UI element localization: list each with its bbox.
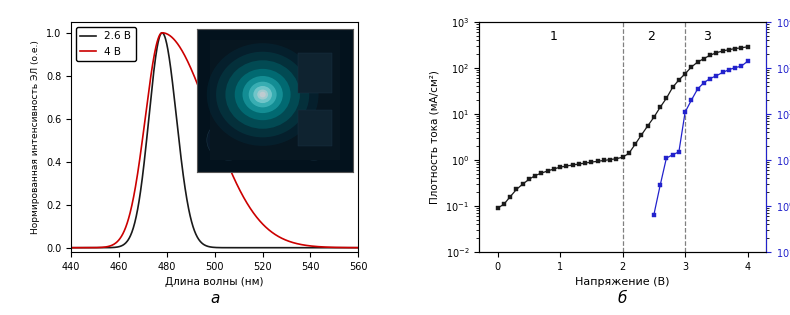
2.6 В (354, 246, 363, 249)
Text: 2: 2 (647, 30, 655, 43)
Text: 1: 1 (550, 30, 558, 43)
4 В (314, 245, 324, 249)
4 В (354, 246, 363, 249)
Text: 3: 3 (703, 30, 711, 43)
2.6 В (66, 246, 76, 249)
2.6 В (241, 246, 250, 249)
Text: а: а (210, 291, 220, 306)
4 В (241, 199, 250, 203)
2.6 В (314, 246, 324, 249)
Line: 2.6 В: 2.6 В (71, 33, 359, 248)
4 В (157, 31, 167, 35)
X-axis label: Напряжение (В): Напряжение (В) (575, 277, 670, 287)
2.6 В (250, 246, 259, 249)
2.6 В (84, 246, 93, 249)
2.6 В (234, 246, 243, 249)
Legend: 2.6 В, 4 В: 2.6 В, 4 В (77, 27, 136, 61)
4 В (284, 239, 294, 243)
Line: 4 В: 4 В (71, 33, 359, 248)
4 В (234, 185, 243, 189)
4 В (84, 246, 93, 249)
Y-axis label: Нормированная интенсивность ЭЛ (о.е.): Нормированная интенсивность ЭЛ (о.е.) (32, 40, 40, 234)
X-axis label: Длина волны (нм): Длина волны (нм) (165, 277, 264, 287)
Y-axis label: Плотность тока (мА/см²): Плотность тока (мА/см²) (430, 70, 440, 204)
2.6 В (284, 246, 294, 249)
Text: б: б (618, 291, 627, 306)
2.6 В (157, 31, 167, 35)
4 В (66, 246, 76, 249)
4 В (250, 212, 259, 216)
